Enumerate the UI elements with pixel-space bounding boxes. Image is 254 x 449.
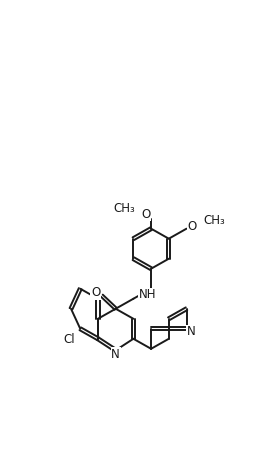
- Text: Cl: Cl: [63, 333, 74, 346]
- Text: N: N: [186, 326, 195, 339]
- Text: O: O: [186, 220, 196, 233]
- Text: O: O: [140, 207, 150, 220]
- Text: O: O: [91, 286, 100, 299]
- Text: NH: NH: [138, 288, 155, 301]
- Text: N: N: [111, 348, 120, 361]
- Text: CH₃: CH₃: [203, 215, 224, 228]
- Text: CH₃: CH₃: [113, 202, 134, 215]
